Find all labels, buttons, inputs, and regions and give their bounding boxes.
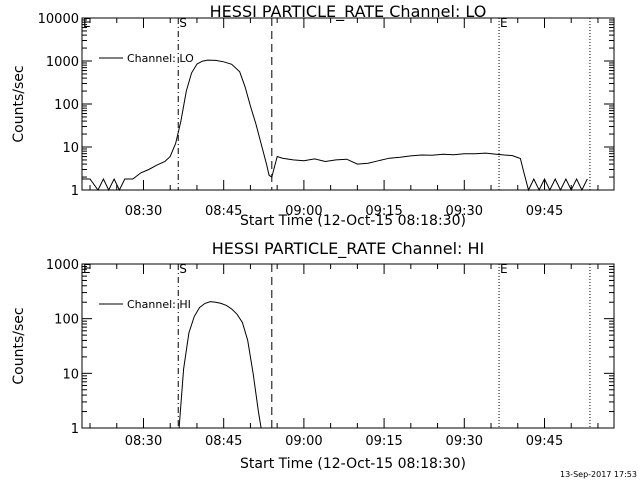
series-line-0 [178, 301, 262, 429]
x-axis-label: Start Time (12-Oct-15 08:18:30) [240, 213, 466, 229]
marker-label: S [179, 262, 187, 276]
x-tick-label: 09:45 [526, 204, 563, 219]
y-tick-label: 10 [62, 141, 79, 156]
series-line-0 [82, 59, 588, 192]
timestamp: 13-Sep-2017 17:53 [560, 470, 637, 479]
marker-label: S [179, 16, 187, 30]
chart-panel-0: HESSI PARTICLE_RATE Channel: LO 1 10 100 100… [11, 2, 615, 229]
x-axis-label: Start Time (12-Oct-15 08:18:30) [240, 456, 466, 472]
legend-label: Channel: LO [127, 52, 194, 65]
x-tick-label: 09:00 [285, 204, 322, 219]
x-tick-label: 08:45 [205, 204, 242, 219]
chart-title: HESSI PARTICLE_RATE Channel: HI [212, 239, 485, 259]
chart-title: HESSI PARTICLE_RATE Channel: LO [210, 2, 487, 22]
y-tick-label: 100 [54, 98, 79, 113]
y-tick-label: 1 [71, 422, 79, 437]
plot-frame [81, 263, 615, 429]
y-tick-label: 1 [71, 184, 79, 199]
y-tick-label: 10000 [38, 12, 79, 27]
chart-panel-1: HESSI PARTICLE_RATE Channel: HI 1 10 100 100… [11, 239, 615, 472]
x-tick-label: 08:30 [125, 204, 162, 219]
x-tick-label: 09:15 [365, 434, 402, 449]
marker-label: E [500, 16, 508, 30]
marker-label: E [83, 262, 91, 276]
x-tick-label: 09:30 [446, 204, 483, 219]
x-tick-label: 09:30 [446, 434, 483, 449]
marker-label: E [83, 16, 91, 30]
y-axis-label: Counts/sec [11, 307, 27, 384]
legend-label: Channel: HI [127, 298, 191, 311]
y-tick-label: 10 [62, 367, 79, 382]
x-tick-label: 09:00 [285, 434, 322, 449]
x-tick-label: 08:30 [125, 434, 162, 449]
y-tick-label: 100 [54, 313, 79, 328]
y-tick-label: 1000 [46, 258, 79, 273]
plot-frame [81, 17, 615, 191]
x-tick-label: 08:45 [205, 434, 242, 449]
marker-label: E [500, 262, 508, 276]
y-tick-label: 1000 [46, 55, 79, 70]
y-axis-label: Counts/sec [11, 65, 27, 142]
x-tick-label: 09:15 [365, 204, 402, 219]
x-tick-label: 09:45 [526, 434, 563, 449]
